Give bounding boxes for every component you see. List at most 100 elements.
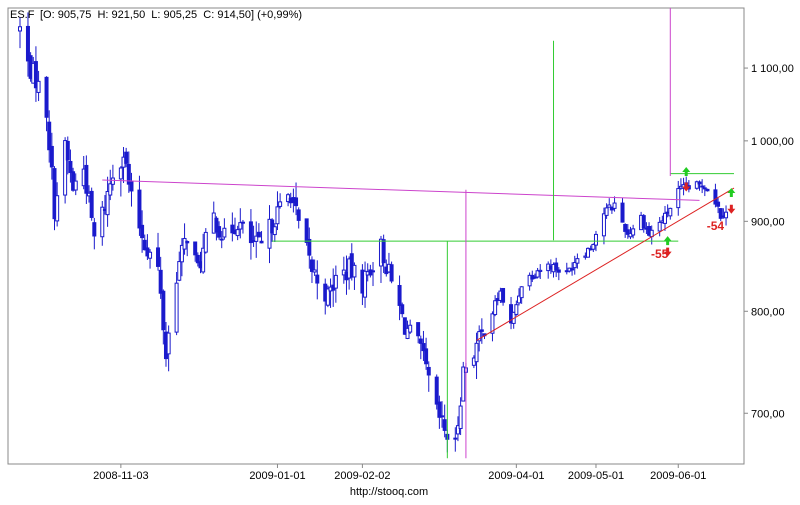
candle-body bbox=[556, 269, 561, 273]
candle-body bbox=[325, 288, 330, 306]
candle-body bbox=[368, 269, 373, 276]
candle-body bbox=[92, 222, 97, 237]
candle-body bbox=[662, 212, 667, 224]
candle-body bbox=[352, 264, 357, 278]
candle-body bbox=[312, 269, 317, 273]
candle-body bbox=[177, 261, 182, 281]
annotations-group: -55 -54 bbox=[102, 8, 736, 459]
candle-body bbox=[586, 247, 591, 258]
candle-body bbox=[240, 221, 245, 224]
candle-body bbox=[63, 140, 68, 196]
y-tick-label: 1 100,00 bbox=[751, 63, 794, 75]
candle-body bbox=[267, 218, 272, 249]
candle-body bbox=[623, 223, 628, 232]
candle-body bbox=[620, 202, 625, 223]
candle-body bbox=[203, 231, 208, 253]
candle-body bbox=[458, 405, 463, 429]
candle-body bbox=[490, 313, 495, 334]
x-tick-label: 2009-01-01 bbox=[249, 470, 305, 482]
candle-body bbox=[124, 151, 129, 164]
candle-body bbox=[501, 287, 506, 303]
candle-body bbox=[142, 239, 147, 251]
y-tick-label: 800,00 bbox=[751, 306, 785, 318]
candle-body bbox=[217, 226, 222, 238]
candle-body bbox=[474, 342, 479, 363]
plot-frame bbox=[7, 7, 745, 465]
axis-ticks: 700,00 800,00 900,00 1 000,00 1 100,00 2008-1… bbox=[93, 63, 794, 482]
candle-body bbox=[235, 229, 240, 237]
candle-body bbox=[33, 61, 38, 89]
candle-body bbox=[424, 348, 429, 365]
candle-body bbox=[256, 231, 261, 238]
candle-body bbox=[668, 207, 673, 217]
candle-body bbox=[219, 238, 224, 241]
candle-body bbox=[137, 189, 142, 229]
candle-body bbox=[402, 317, 407, 335]
candle-body bbox=[275, 206, 280, 225]
candle-body bbox=[296, 209, 301, 221]
candle-body bbox=[158, 269, 163, 294]
change-label: -55 bbox=[651, 247, 669, 261]
candle-body bbox=[697, 181, 702, 185]
arrow-up-icon bbox=[727, 187, 736, 197]
candle-body bbox=[294, 197, 299, 207]
candle-body bbox=[455, 425, 460, 435]
candle-body bbox=[434, 376, 439, 405]
arrow-up-icon bbox=[682, 167, 691, 177]
candle-body bbox=[333, 274, 338, 289]
candle-body bbox=[426, 366, 431, 376]
resistance-line bbox=[102, 179, 700, 201]
candle-body bbox=[461, 366, 466, 402]
candle-body bbox=[676, 188, 681, 209]
candle-body bbox=[278, 201, 283, 207]
candle-body bbox=[493, 300, 498, 316]
candle-body bbox=[18, 26, 22, 32]
candle-body bbox=[166, 332, 171, 355]
candle-body bbox=[604, 207, 609, 216]
candle-body bbox=[55, 195, 60, 222]
candle-body bbox=[593, 233, 598, 246]
candle-body bbox=[724, 211, 729, 219]
candle-body bbox=[519, 286, 524, 299]
source-link[interactable]: http://stooq.com bbox=[350, 486, 428, 498]
y-tick-label: 700,00 bbox=[751, 408, 785, 420]
candles-group bbox=[18, 12, 729, 453]
candle-body bbox=[612, 202, 617, 209]
candle-body bbox=[304, 218, 309, 243]
uptrend-line bbox=[476, 187, 735, 341]
candle-body bbox=[315, 274, 320, 284]
candle-body bbox=[535, 270, 540, 278]
candle-body bbox=[554, 262, 559, 271]
arrow-down-icon bbox=[682, 182, 691, 192]
x-tick-label: 2008-11-03 bbox=[93, 470, 148, 482]
candle-body bbox=[126, 163, 131, 185]
candle-body bbox=[575, 258, 580, 264]
candle-body bbox=[591, 243, 596, 250]
candle-body bbox=[442, 419, 447, 431]
candle-body bbox=[517, 295, 522, 304]
candle-body bbox=[44, 76, 49, 118]
candle-body bbox=[363, 270, 368, 298]
candle-body bbox=[105, 191, 110, 216]
candle-body bbox=[538, 269, 543, 272]
candle-body bbox=[68, 160, 73, 174]
candle-body bbox=[49, 145, 54, 168]
candle-body bbox=[174, 282, 179, 333]
candle-body bbox=[140, 224, 145, 239]
candle-body bbox=[570, 268, 575, 271]
candle-body bbox=[73, 180, 78, 191]
x-tick-label: 2009-02-02 bbox=[334, 470, 390, 482]
candle-body bbox=[108, 183, 113, 196]
x-tick-label: 2009-06-01 bbox=[650, 470, 706, 482]
candle-body bbox=[248, 221, 253, 244]
candle-body bbox=[416, 322, 421, 337]
y-tick-label: 1 000,00 bbox=[751, 136, 794, 148]
candle-body bbox=[254, 235, 259, 242]
candle-body bbox=[514, 304, 519, 315]
candle-body bbox=[222, 227, 227, 238]
candle-body bbox=[47, 121, 52, 151]
x-tick-label: 2009-04-01 bbox=[488, 470, 544, 482]
chart-ohlc: [O: 905,75 H: 921,50 L: 905,25 C: 914,50… bbox=[40, 9, 302, 21]
arrow-down-icon bbox=[663, 247, 672, 257]
